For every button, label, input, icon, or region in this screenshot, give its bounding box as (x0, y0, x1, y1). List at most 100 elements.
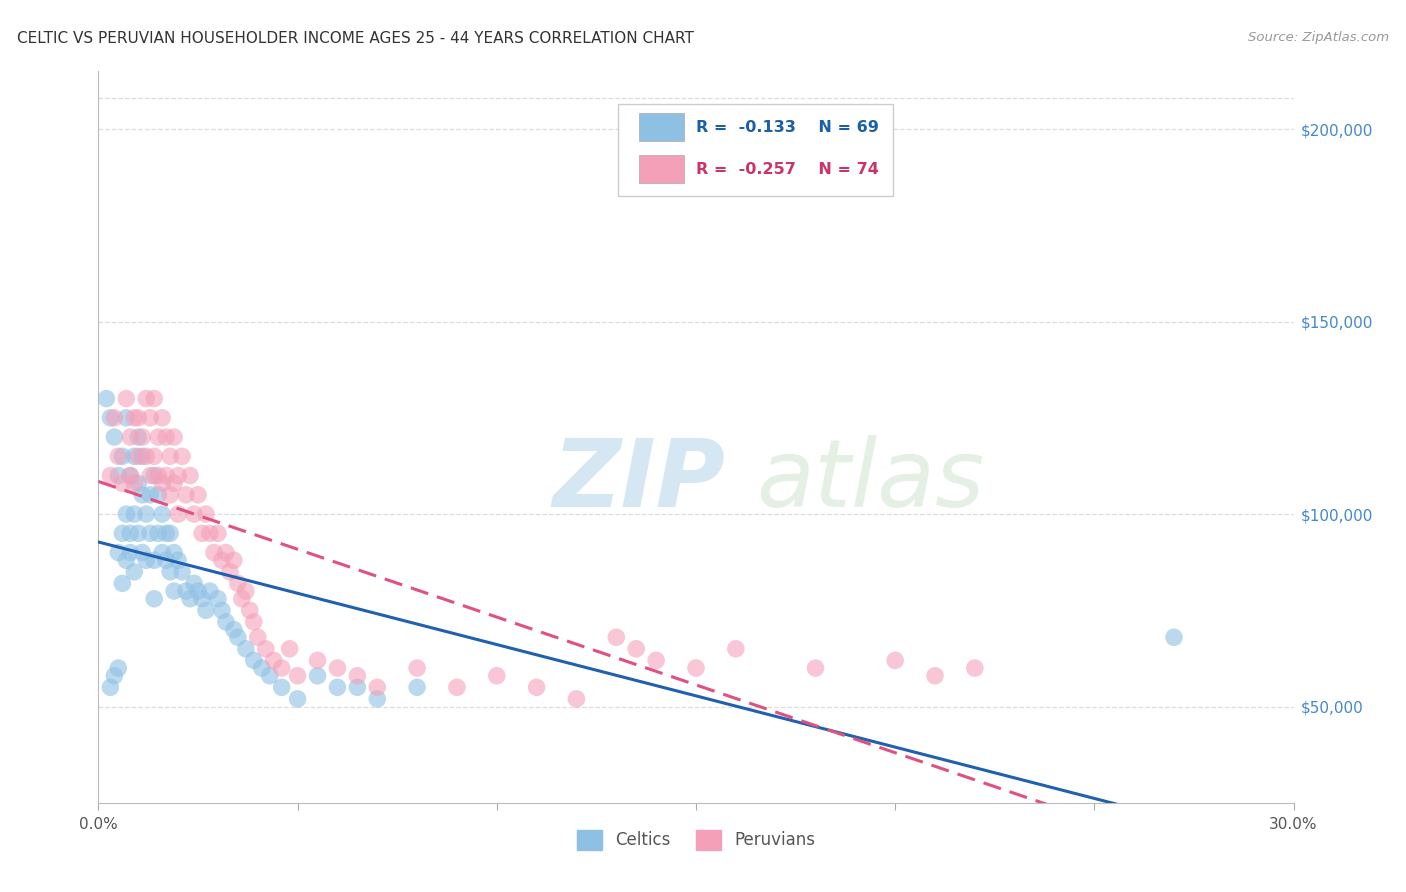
Point (179, 591, 201, 606)
Point (115, 507, 138, 521)
Point (243, 615, 266, 629)
Point (174, 488, 197, 502)
Point (111, 476, 134, 491)
Text: R =  -0.133    N = 69: R = -0.133 N = 69 (696, 120, 879, 135)
Point (219, 565, 242, 579)
Point (124, 450, 146, 464)
Point (98, 410, 122, 425)
Point (222, 553, 245, 567)
Point (148, 468, 170, 483)
Point (163, 476, 186, 491)
Point (131, 430, 153, 444)
Point (135, 450, 157, 464)
Point (159, 488, 181, 502)
Point (366, 691, 388, 706)
Point (195, 603, 218, 617)
Point (263, 653, 285, 667)
Point (685, 661, 707, 675)
Point (135, 392, 157, 406)
Point (172, 450, 194, 464)
Bar (638, 113, 685, 141)
Point (187, 488, 209, 502)
Point (120, 526, 142, 541)
Point (107, 545, 129, 559)
Point (159, 565, 181, 579)
Point (226, 630, 249, 644)
Point (107, 450, 129, 464)
Point (270, 681, 292, 695)
Point (195, 507, 218, 521)
Point (211, 603, 233, 617)
Point (150, 410, 173, 425)
Point (884, 653, 907, 667)
Point (167, 553, 190, 567)
Point (307, 669, 329, 683)
Point (804, 661, 827, 675)
Point (120, 468, 142, 483)
Point (139, 410, 162, 425)
Point (207, 526, 229, 541)
Point (231, 591, 253, 606)
Point (724, 641, 747, 656)
Point (326, 681, 349, 695)
Point (124, 410, 146, 425)
Point (246, 630, 269, 644)
Point (307, 653, 329, 667)
Point (115, 410, 138, 425)
Point (107, 661, 129, 675)
Point (167, 468, 190, 483)
Text: CELTIC VS PERUVIAN HOUSEHOLDER INCOME AGES 25 - 44 YEARS CORRELATION CHART: CELTIC VS PERUVIAN HOUSEHOLDER INCOME AG… (17, 31, 693, 46)
Point (131, 450, 153, 464)
Point (406, 681, 429, 695)
Point (1163, 630, 1185, 644)
Point (150, 507, 173, 521)
Point (139, 526, 162, 541)
Point (226, 576, 249, 591)
Point (111, 450, 134, 464)
Point (406, 661, 429, 675)
Point (174, 584, 197, 599)
Point (243, 653, 266, 667)
Point (163, 430, 186, 444)
Point (120, 545, 142, 559)
Point (148, 488, 170, 502)
Point (326, 661, 349, 675)
Point (127, 410, 149, 425)
Point (127, 430, 149, 444)
Point (645, 653, 668, 667)
Point (155, 553, 177, 567)
Point (626, 641, 648, 656)
Point (143, 553, 166, 567)
Point (115, 553, 138, 567)
Point (131, 488, 153, 502)
Point (239, 603, 262, 617)
Point (143, 591, 166, 606)
Point (155, 526, 177, 541)
Legend: Celtics, Peruvians: Celtics, Peruvians (571, 823, 821, 856)
Point (207, 591, 229, 606)
Point (143, 392, 166, 406)
Point (127, 526, 149, 541)
Point (191, 591, 214, 606)
Point (198, 526, 221, 541)
Point (111, 526, 134, 541)
Point (148, 430, 170, 444)
Point (103, 410, 125, 425)
Point (235, 641, 257, 656)
Point (254, 641, 277, 656)
Point (605, 630, 627, 644)
Point (150, 545, 173, 559)
Point (191, 526, 214, 541)
Point (150, 476, 173, 491)
Point (565, 691, 588, 706)
Point (135, 553, 157, 567)
Point (183, 576, 205, 591)
Point (103, 669, 125, 683)
Point (148, 526, 170, 541)
Point (120, 468, 142, 483)
Point (111, 576, 134, 591)
Point (446, 681, 468, 695)
Point (270, 661, 292, 675)
Point (139, 468, 162, 483)
Point (215, 615, 238, 629)
